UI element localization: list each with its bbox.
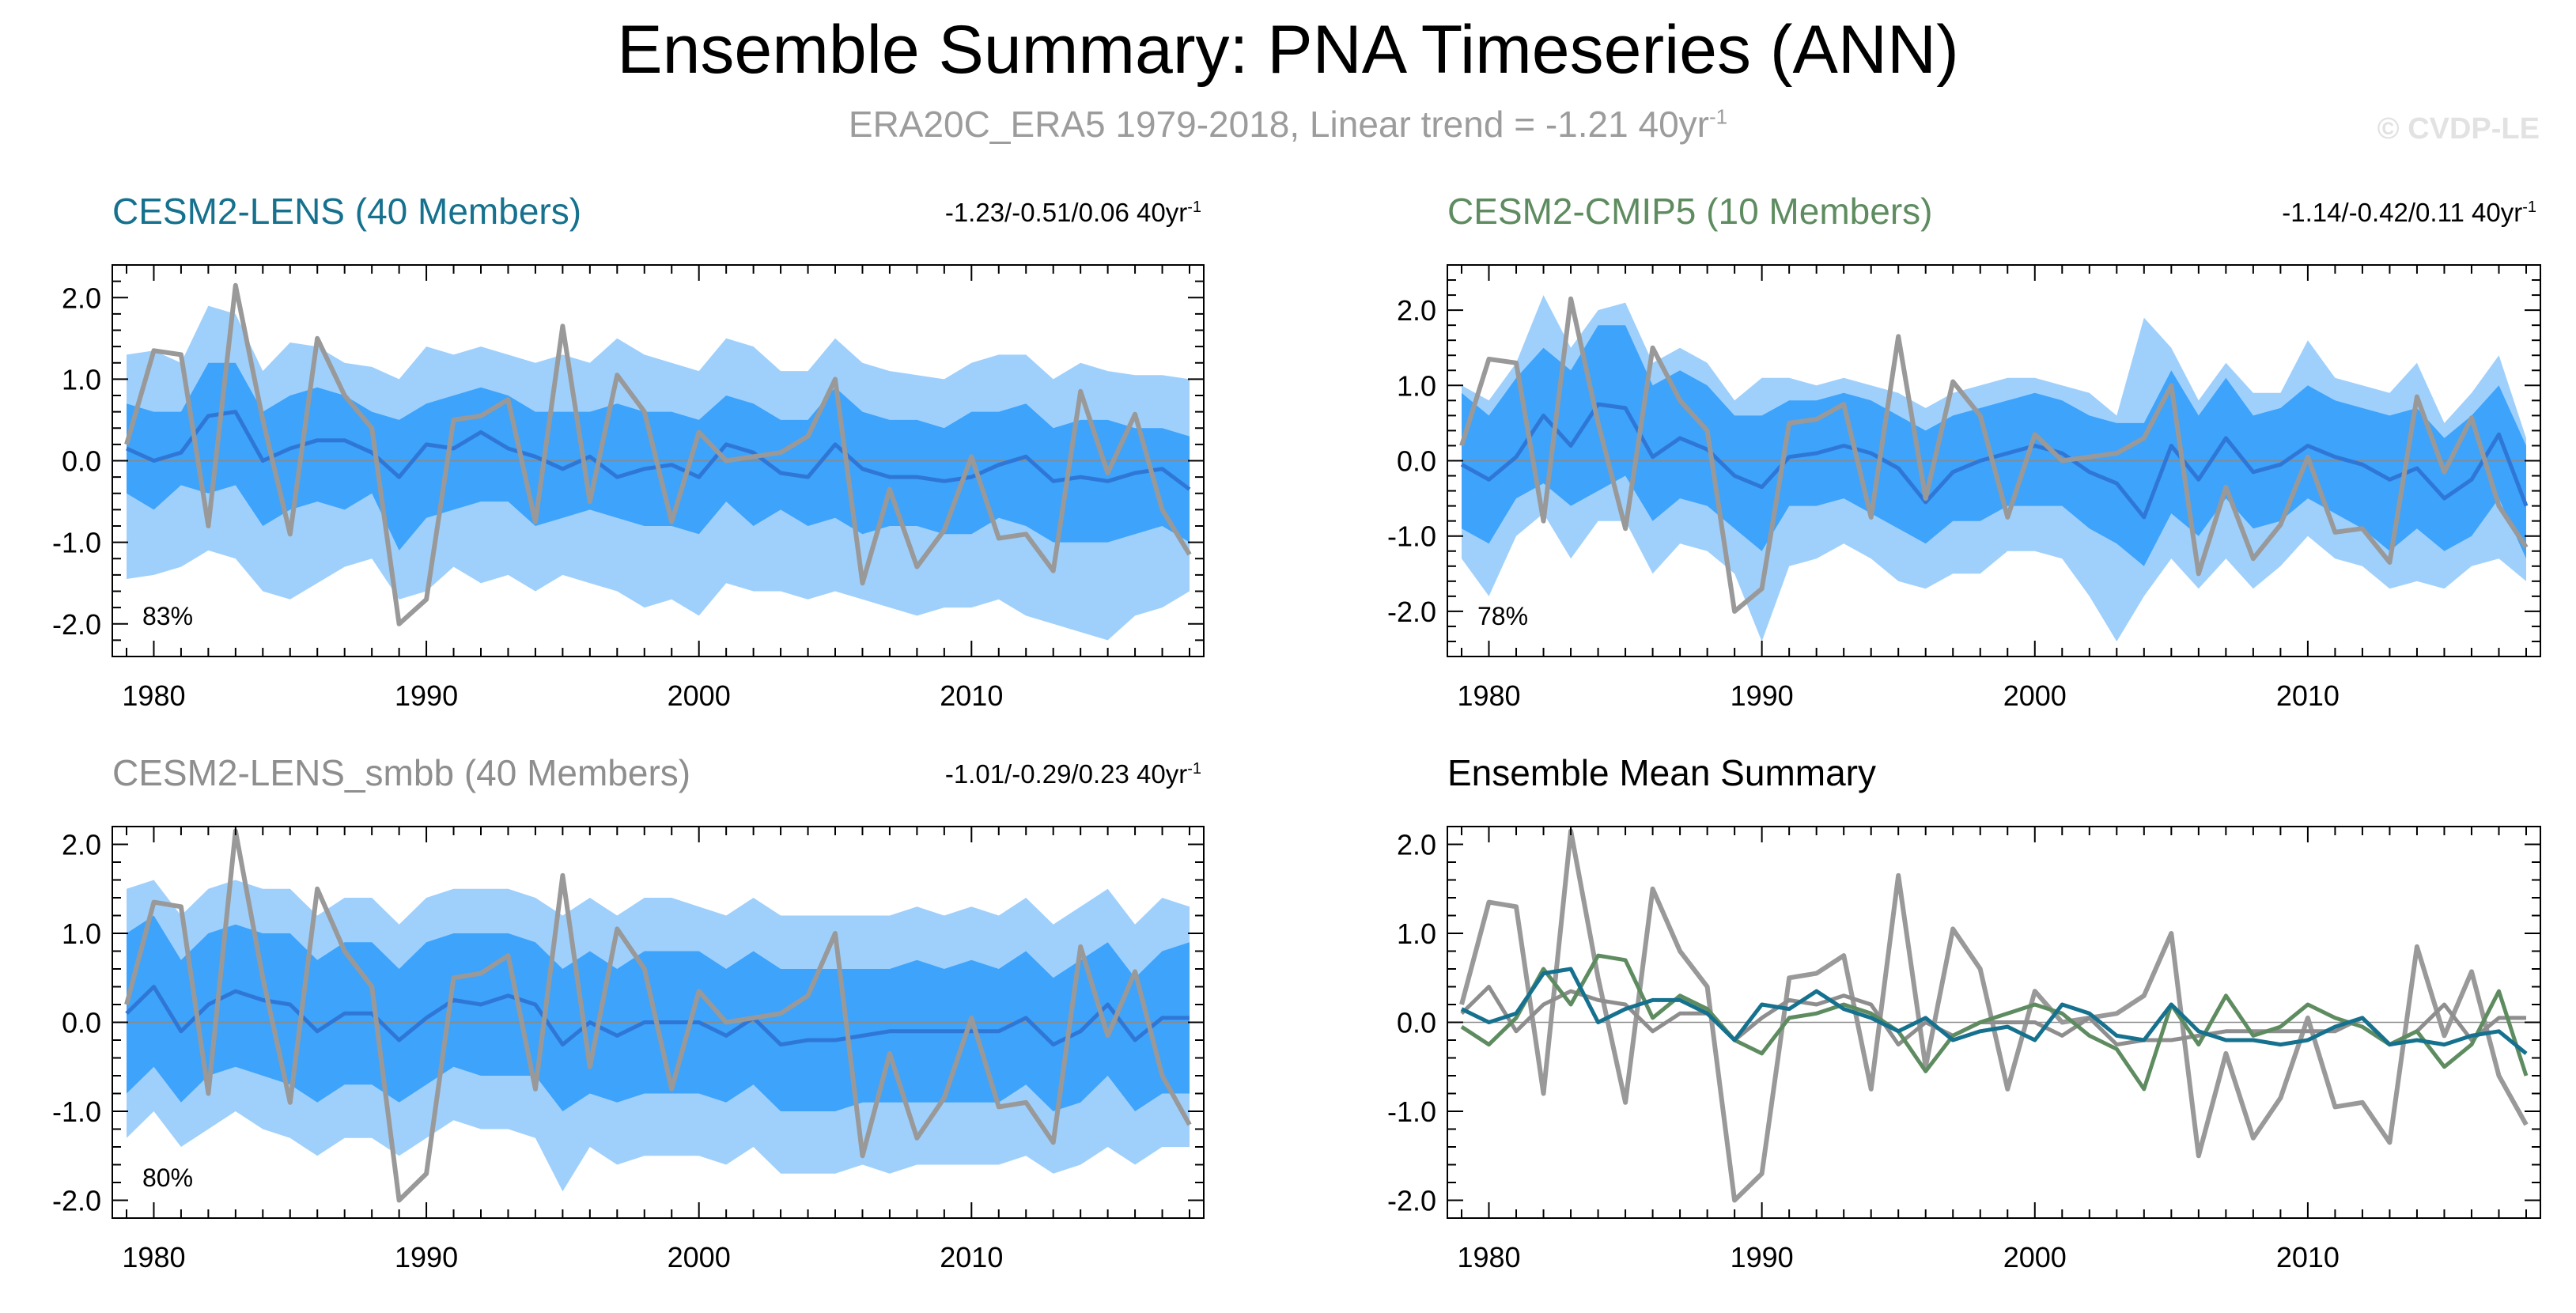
y-tick-label: -2.0: [52, 608, 101, 641]
y-tick-label: 0.0: [62, 1007, 101, 1039]
trend-exponent: -1: [1187, 199, 1201, 216]
panel-title-lens: CESM2-LENS (40 Members): [112, 191, 582, 232]
subtitle: ERA20C_ERA5 1979-2018, Linear trend = -1…: [0, 103, 2576, 146]
y-tick-label: 1.0: [1397, 369, 1436, 402]
panel-title-summary: Ensemble Mean Summary: [1447, 752, 1876, 793]
percent-label: 83%: [142, 602, 193, 630]
x-tick-label: 2010: [940, 679, 1003, 712]
y-tick-label: -2.0: [1387, 1185, 1436, 1217]
y-tick-label: -2.0: [1387, 596, 1436, 628]
subtitle-exponent: -1: [1708, 104, 1728, 129]
x-tick-label: 2000: [668, 679, 731, 712]
chart-panel-3: -2.0 -1.0 0.0 1.0 2.0 1980 1990 2000 2010: [1387, 826, 2541, 1273]
y-tick-label: -1.0: [52, 1095, 101, 1128]
watermark: © CVDP-LE: [2377, 112, 2540, 146]
x-tick-label: 1980: [122, 679, 185, 712]
chart-panel-1: -2.0 -1.0 0.0 1.0 2.0 1980 1990 2000 2010 78%: [1387, 264, 2541, 712]
x-tick-label: 1980: [1457, 679, 1520, 712]
spread-band-10-90: [127, 915, 1190, 1111]
y-tick-label: -1.0: [1387, 1095, 1436, 1128]
y-tick-label: -2.0: [52, 1185, 101, 1217]
panel-trend-cmip5: -1.14/-0.42/0.11 40yr-1: [2282, 198, 2536, 228]
lens-mean-line: [1460, 967, 2528, 1055]
x-tick-label: 2000: [2003, 1241, 2067, 1273]
x-tick-label: 2010: [2276, 679, 2340, 712]
trend-exponent: -1: [1187, 760, 1201, 778]
chart-panel-2: -2.0 -1.0 0.0 1.0 2.0 1980 1990 2000 2010 80%: [52, 826, 1205, 1273]
percent-label: 78%: [1477, 602, 1528, 630]
x-tick-label: 2000: [668, 1241, 731, 1273]
x-tick-label: 1990: [395, 679, 458, 712]
y-tick-label: 2.0: [1397, 294, 1436, 327]
panel-title-cmip5: CESM2-CMIP5 (10 Members): [1447, 191, 1933, 232]
y-tick-label: 1.0: [62, 918, 101, 950]
x-tick-label: 1980: [122, 1241, 185, 1273]
panel-trend-smbb: -1.01/-0.29/0.23 40yr-1: [945, 759, 1201, 789]
trend-text: -1.23/-0.51/0.06 40yr: [944, 198, 1188, 227]
trend-text: -1.14/-0.42/0.11 40yr: [2282, 198, 2523, 227]
observations-line: [124, 828, 1192, 1203]
y-tick-label: 1.0: [1397, 918, 1436, 950]
panel-trend-lens: -1.23/-0.51/0.06 40yr-1: [945, 198, 1201, 228]
trend-exponent: -1: [2522, 199, 2536, 216]
x-tick-label: 2010: [2276, 1241, 2340, 1273]
x-tick-label: 1990: [1731, 679, 1794, 712]
x-tick-label: 1990: [395, 1241, 458, 1273]
observations-line: [124, 282, 1192, 626]
y-tick-label: 2.0: [62, 282, 101, 314]
page-title: Ensemble Summary: PNA Timeseries (ANN): [617, 12, 1959, 88]
percent-label: 80%: [142, 1164, 193, 1192]
x-tick-label: 1980: [1457, 1241, 1520, 1273]
y-tick-label: 0.0: [62, 445, 101, 478]
y-tick-label: -1.0: [1387, 520, 1436, 553]
y-tick-label: 0.0: [1397, 445, 1436, 478]
panel-title-smbb: CESM2-LENS_smbb (40 Members): [112, 752, 691, 793]
spread-band-10-90: [1462, 325, 2526, 566]
x-tick-label: 2010: [940, 1241, 1003, 1273]
y-tick-label: 0.0: [1397, 1007, 1436, 1039]
y-tick-label: 2.0: [1397, 829, 1436, 861]
x-tick-label: 1990: [1731, 1241, 1794, 1273]
chart-panel-0: -2.0 -1.0 0.0 1.0 2.0 1980 1990 2000 2010 83%: [52, 264, 1205, 712]
y-tick-label: 2.0: [62, 829, 101, 861]
smbb-mean-line: [1460, 985, 2526, 1047]
y-tick-label: -1.0: [52, 527, 101, 559]
observations-line: [1459, 828, 2529, 1203]
observations-line: [1459, 296, 2529, 614]
spread-band-10-90: [127, 362, 1190, 551]
x-tick-label: 2000: [2003, 679, 2067, 712]
y-tick-label: 1.0: [62, 363, 101, 395]
trend-text: -1.01/-0.29/0.23 40yr: [944, 759, 1188, 789]
subtitle-text: ERA20C_ERA5 1979-2018, Linear trend = -1…: [848, 104, 1709, 145]
